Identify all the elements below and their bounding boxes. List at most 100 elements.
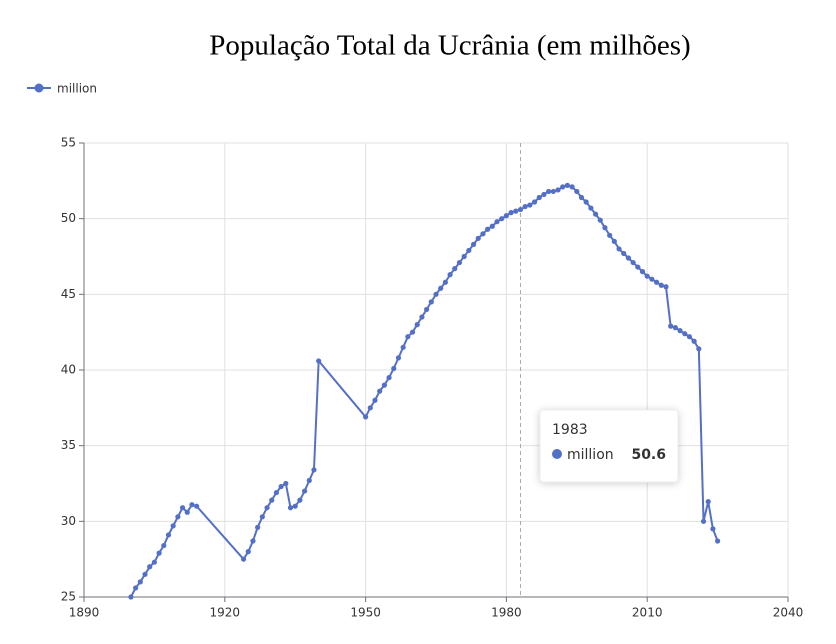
tooltip-box bbox=[539, 409, 679, 483]
data-point bbox=[677, 328, 683, 334]
y-tick-label: 40 bbox=[61, 363, 76, 377]
x-tick-label: 1950 bbox=[350, 606, 381, 620]
data-point bbox=[311, 467, 317, 473]
data-point bbox=[147, 564, 153, 570]
legend[interactable]: million bbox=[27, 82, 97, 96]
tooltip-value: 50.6 bbox=[631, 447, 666, 463]
data-point bbox=[653, 279, 660, 285]
data-point bbox=[255, 524, 261, 530]
data-point bbox=[301, 488, 308, 494]
data-point bbox=[644, 273, 650, 279]
tooltip-marker bbox=[552, 449, 562, 459]
data-point bbox=[428, 299, 434, 305]
tooltip-series: million bbox=[567, 447, 614, 463]
data-point bbox=[156, 550, 162, 556]
data-point bbox=[447, 272, 453, 278]
data-point bbox=[470, 241, 477, 247]
data-point bbox=[161, 542, 167, 549]
data-point bbox=[419, 314, 425, 320]
data-point bbox=[466, 247, 472, 254]
data-point bbox=[395, 355, 402, 361]
data-point bbox=[475, 235, 481, 241]
data-point bbox=[250, 538, 256, 544]
data-point bbox=[189, 502, 195, 508]
y-tick-label: 25 bbox=[61, 590, 76, 604]
data-point bbox=[175, 514, 181, 520]
data-point bbox=[602, 225, 608, 231]
data-point bbox=[179, 505, 186, 511]
data-point bbox=[278, 483, 284, 490]
data-point bbox=[649, 276, 655, 282]
data-point bbox=[630, 259, 636, 266]
data-point bbox=[485, 226, 491, 232]
data-point bbox=[489, 223, 495, 229]
data-point bbox=[240, 556, 247, 562]
data-point bbox=[386, 374, 392, 381]
data-point bbox=[170, 523, 176, 529]
data-point bbox=[297, 497, 303, 503]
data-point bbox=[292, 503, 298, 509]
data-point bbox=[409, 329, 416, 335]
data-point bbox=[574, 188, 580, 195]
data-point bbox=[142, 571, 148, 577]
data-point bbox=[700, 518, 707, 524]
data-point bbox=[621, 250, 627, 257]
chart-title: População Total da Ucrânia (em milhões) bbox=[209, 30, 690, 62]
data-point bbox=[527, 202, 533, 208]
data-point bbox=[259, 514, 265, 520]
y-tick-label: 55 bbox=[61, 136, 76, 150]
data-point bbox=[555, 187, 561, 193]
data-point bbox=[400, 344, 406, 350]
data-point bbox=[456, 259, 463, 266]
y-tick-label: 35 bbox=[61, 438, 76, 452]
legend-marker bbox=[34, 83, 44, 93]
x-tick-label: 2040 bbox=[773, 606, 804, 620]
data-point bbox=[625, 255, 632, 261]
data-point bbox=[461, 253, 467, 260]
data-point bbox=[513, 208, 519, 214]
tooltip: 1983 million 50.6 bbox=[539, 409, 679, 483]
data-point bbox=[522, 203, 528, 210]
data-point bbox=[372, 397, 378, 403]
data-point bbox=[128, 594, 134, 600]
data-point bbox=[611, 238, 617, 244]
data-point bbox=[367, 405, 373, 411]
data-point bbox=[424, 306, 430, 313]
data-point bbox=[607, 232, 613, 238]
data-point bbox=[564, 182, 571, 188]
data-point bbox=[480, 231, 486, 237]
data-point bbox=[686, 334, 693, 340]
data-point bbox=[499, 216, 505, 222]
data-point bbox=[536, 194, 542, 201]
x-tick-label: 1890 bbox=[69, 606, 100, 620]
data-point bbox=[137, 579, 143, 585]
data-point bbox=[616, 246, 622, 252]
data-point bbox=[531, 199, 538, 205]
data-point bbox=[245, 549, 251, 555]
data-point bbox=[691, 338, 697, 344]
data-point bbox=[583, 199, 589, 205]
data-point bbox=[588, 205, 594, 211]
data-point bbox=[696, 346, 702, 352]
data-point bbox=[503, 213, 509, 219]
data-point bbox=[194, 503, 200, 509]
data-point bbox=[391, 365, 397, 372]
data-point bbox=[672, 325, 678, 331]
data-point bbox=[414, 322, 420, 328]
data-point bbox=[635, 264, 641, 270]
data-point bbox=[151, 559, 157, 565]
data-point bbox=[663, 284, 669, 290]
y-tick-label: 45 bbox=[61, 287, 76, 301]
tooltip-title: 1983 bbox=[552, 422, 588, 438]
data-point bbox=[668, 323, 674, 329]
data-point bbox=[133, 585, 139, 591]
data-point bbox=[306, 477, 312, 484]
data-point bbox=[287, 505, 294, 511]
series-line bbox=[130, 184, 719, 598]
data-point bbox=[597, 217, 603, 223]
x-tick-label: 1980 bbox=[491, 606, 522, 620]
x-tick-label: 1920 bbox=[210, 606, 241, 620]
data-point bbox=[546, 188, 552, 195]
data-point bbox=[658, 282, 664, 288]
